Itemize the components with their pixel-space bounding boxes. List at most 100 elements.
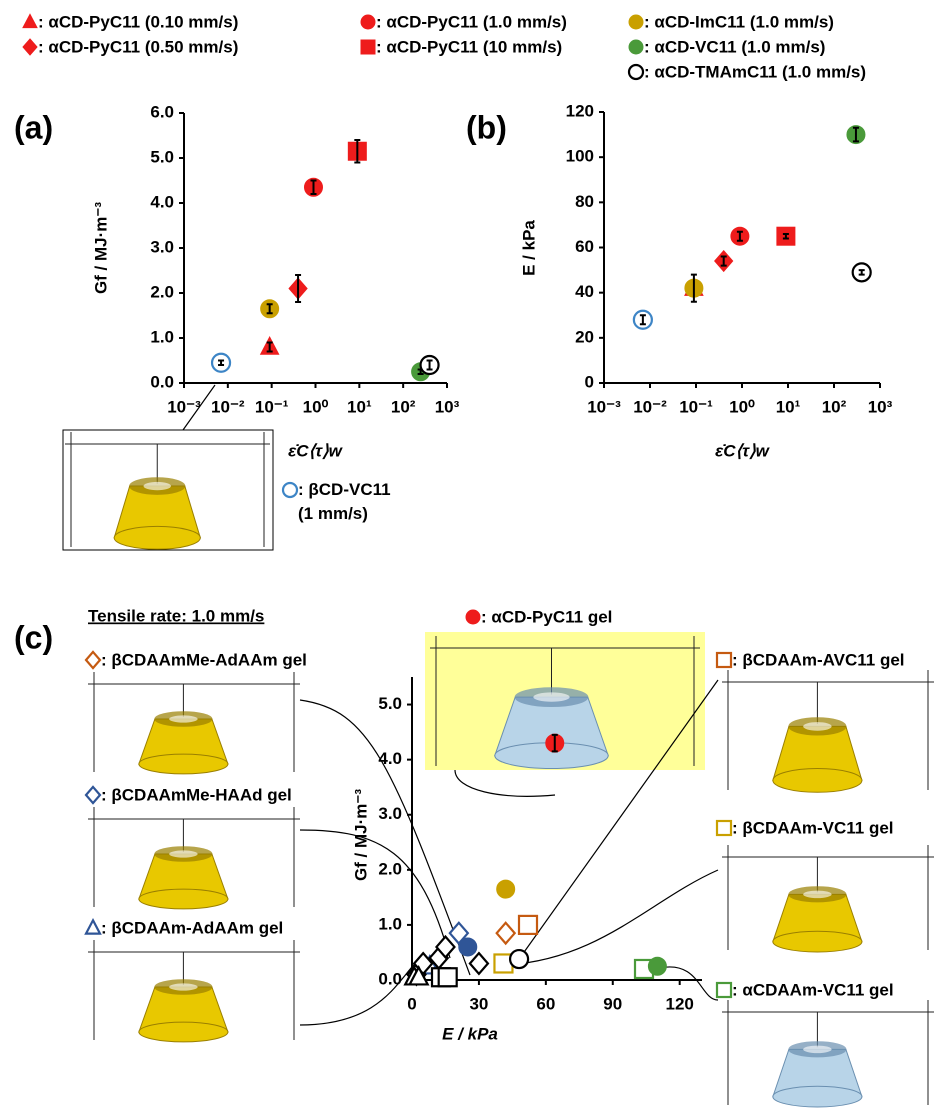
marker <box>459 938 477 956</box>
legend-label: : αCD-TMAmC11 (1.0 mm/s) <box>644 62 866 81</box>
marker <box>86 652 100 668</box>
x-tick-label: 0 <box>407 994 416 1013</box>
cd-cone-base <box>773 769 862 793</box>
y-tick-label: 0 <box>585 372 594 391</box>
legend-label: : αCD-PyC11 (0.50 mm/s) <box>38 37 238 56</box>
cd-cone-base <box>139 754 228 774</box>
marker <box>470 953 488 974</box>
x-tick-label: 10² <box>391 397 416 416</box>
cd-cone-hole <box>169 715 197 722</box>
marker <box>497 880 515 898</box>
cd-cone-base <box>773 1086 862 1107</box>
y-tick-label: 60 <box>575 237 594 256</box>
legend-label: : βCDAAm-VC11 gel <box>732 818 894 837</box>
x-tick-label: 10⁻³ <box>587 397 621 416</box>
x-tick-label: 10⁻³ <box>167 397 201 416</box>
legend-label: : βCDAAmMe-HAAd gel <box>101 785 292 804</box>
x-tick-label: 10⁰ <box>729 397 755 416</box>
cd-cone-base <box>114 526 200 549</box>
x-tick-label: 10¹ <box>347 397 372 416</box>
legend-label: : αCD-PyC11 gel <box>481 607 612 626</box>
marker <box>519 916 537 934</box>
panel-label: (b) <box>466 109 507 145</box>
x-tick-label: 60 <box>536 994 555 1013</box>
x-tick-label: 10⁰ <box>303 397 329 416</box>
y-axis-label: E / kPa <box>519 220 538 276</box>
y-tick-label: 5.0 <box>378 694 402 713</box>
cd-cone-base <box>139 1022 228 1042</box>
legend-label: : βCDAAm-AdAAm gel <box>101 918 283 937</box>
legend-label: : αCD-PyC11 (10 mm/s) <box>376 37 562 56</box>
y-tick-label: 5.0 <box>150 147 174 166</box>
marker <box>648 957 666 975</box>
x-tick-label: 10⁻¹ <box>679 397 713 416</box>
subtitle: Tensile rate: 1.0 mm/s <box>88 606 264 625</box>
marker <box>629 15 643 29</box>
y-tick-label: 120 <box>566 101 594 120</box>
y-tick-label: 2.0 <box>378 859 402 878</box>
marker <box>361 15 375 29</box>
y-tick-label: 40 <box>575 282 594 301</box>
legend-label: : αCD-ImC11 (1.0 mm/s) <box>644 12 834 31</box>
cd-cone-hole <box>533 692 569 701</box>
x-tick-label: 10¹ <box>776 397 801 416</box>
marker <box>23 39 37 55</box>
cd-cone-hole <box>169 983 197 990</box>
y-tick-label: 2.0 <box>150 282 174 301</box>
x-axis-label: E / kPa <box>442 1024 498 1043</box>
x-tick-label: 30 <box>469 994 488 1013</box>
x-tick-label: 10⁻² <box>633 397 667 416</box>
x-tick-label: 10³ <box>868 397 893 416</box>
marker <box>629 65 643 79</box>
y-tick-label: 6.0 <box>150 102 174 121</box>
panel-label: (c) <box>14 619 53 655</box>
y-tick-label: 4.0 <box>378 749 402 768</box>
marker <box>717 983 731 997</box>
y-tick-label: 3.0 <box>150 237 174 256</box>
y-tick-label: 3.0 <box>378 804 402 823</box>
marker <box>86 920 100 933</box>
y-tick-label: 80 <box>575 192 594 211</box>
cd-cone-base <box>139 889 228 909</box>
panel-label: (a) <box>14 109 53 145</box>
x-tick-label: 10⁻² <box>211 397 245 416</box>
figure-canvas: (a) 0.0 1.0 2.0 3.0 4.0 5.0 6.0 10⁻³ 10⁻² 10⁻¹ 10⁰ 1… <box>0 0 946 1110</box>
legend-label: : αCD-VC11 (1.0 mm/s) <box>644 37 825 56</box>
connector-line <box>455 770 555 796</box>
marker <box>629 40 643 54</box>
x-axis-label: ε̇C⟨τ⟩w <box>288 441 344 460</box>
marker <box>497 923 515 944</box>
y-tick-label: 1.0 <box>378 914 402 933</box>
y-tick-label: 0.0 <box>378 969 402 988</box>
x-tick-label: 90 <box>603 994 622 1013</box>
legend-label: : βCDAAm-AVC11 gel <box>732 650 905 669</box>
y-tick-label: 4.0 <box>150 192 174 211</box>
x-tick-label: 10³ <box>435 397 460 416</box>
cd-cone-base <box>773 931 862 952</box>
marker <box>510 950 528 968</box>
y-tick-label: 100 <box>566 147 594 166</box>
cd-cone-hole <box>169 850 197 857</box>
marker <box>283 483 297 497</box>
connector-line <box>300 830 450 958</box>
marker <box>23 14 37 27</box>
marker <box>361 40 375 54</box>
figure: (a) 0.0 1.0 2.0 3.0 4.0 5.0 6.0 10⁻³ 10⁻² 10⁻¹ 10⁰ 1… <box>0 0 946 1110</box>
y-tick-label: 20 <box>575 327 594 346</box>
legend-label: : αCD-PyC11 (1.0 mm/s) <box>376 12 567 31</box>
legend-label: : βCD-VC11 (1 mm/s) <box>298 478 398 526</box>
x-tick-label: 10⁻¹ <box>255 397 289 416</box>
legend-label: : αCD-PyC11 (0.10 mm/s) <box>38 12 238 31</box>
connector-line <box>300 955 425 1025</box>
cd-cone-hole <box>803 722 831 731</box>
x-tick-label: 120 <box>666 994 694 1013</box>
marker <box>439 968 457 986</box>
x-axis-label: ε̇C⟨τ⟩w <box>715 441 771 460</box>
cd-cone-hole <box>143 482 171 490</box>
marker <box>717 653 731 667</box>
cd-cone-hole <box>803 891 831 899</box>
marker <box>86 787 100 803</box>
legend-label: : αCDAAm-VC11 gel <box>732 980 894 999</box>
y-axis-label: Gf / MJ·m⁻³ <box>351 789 370 881</box>
legend-label: : βCDAAmMe-AdAAm gel <box>101 650 307 669</box>
